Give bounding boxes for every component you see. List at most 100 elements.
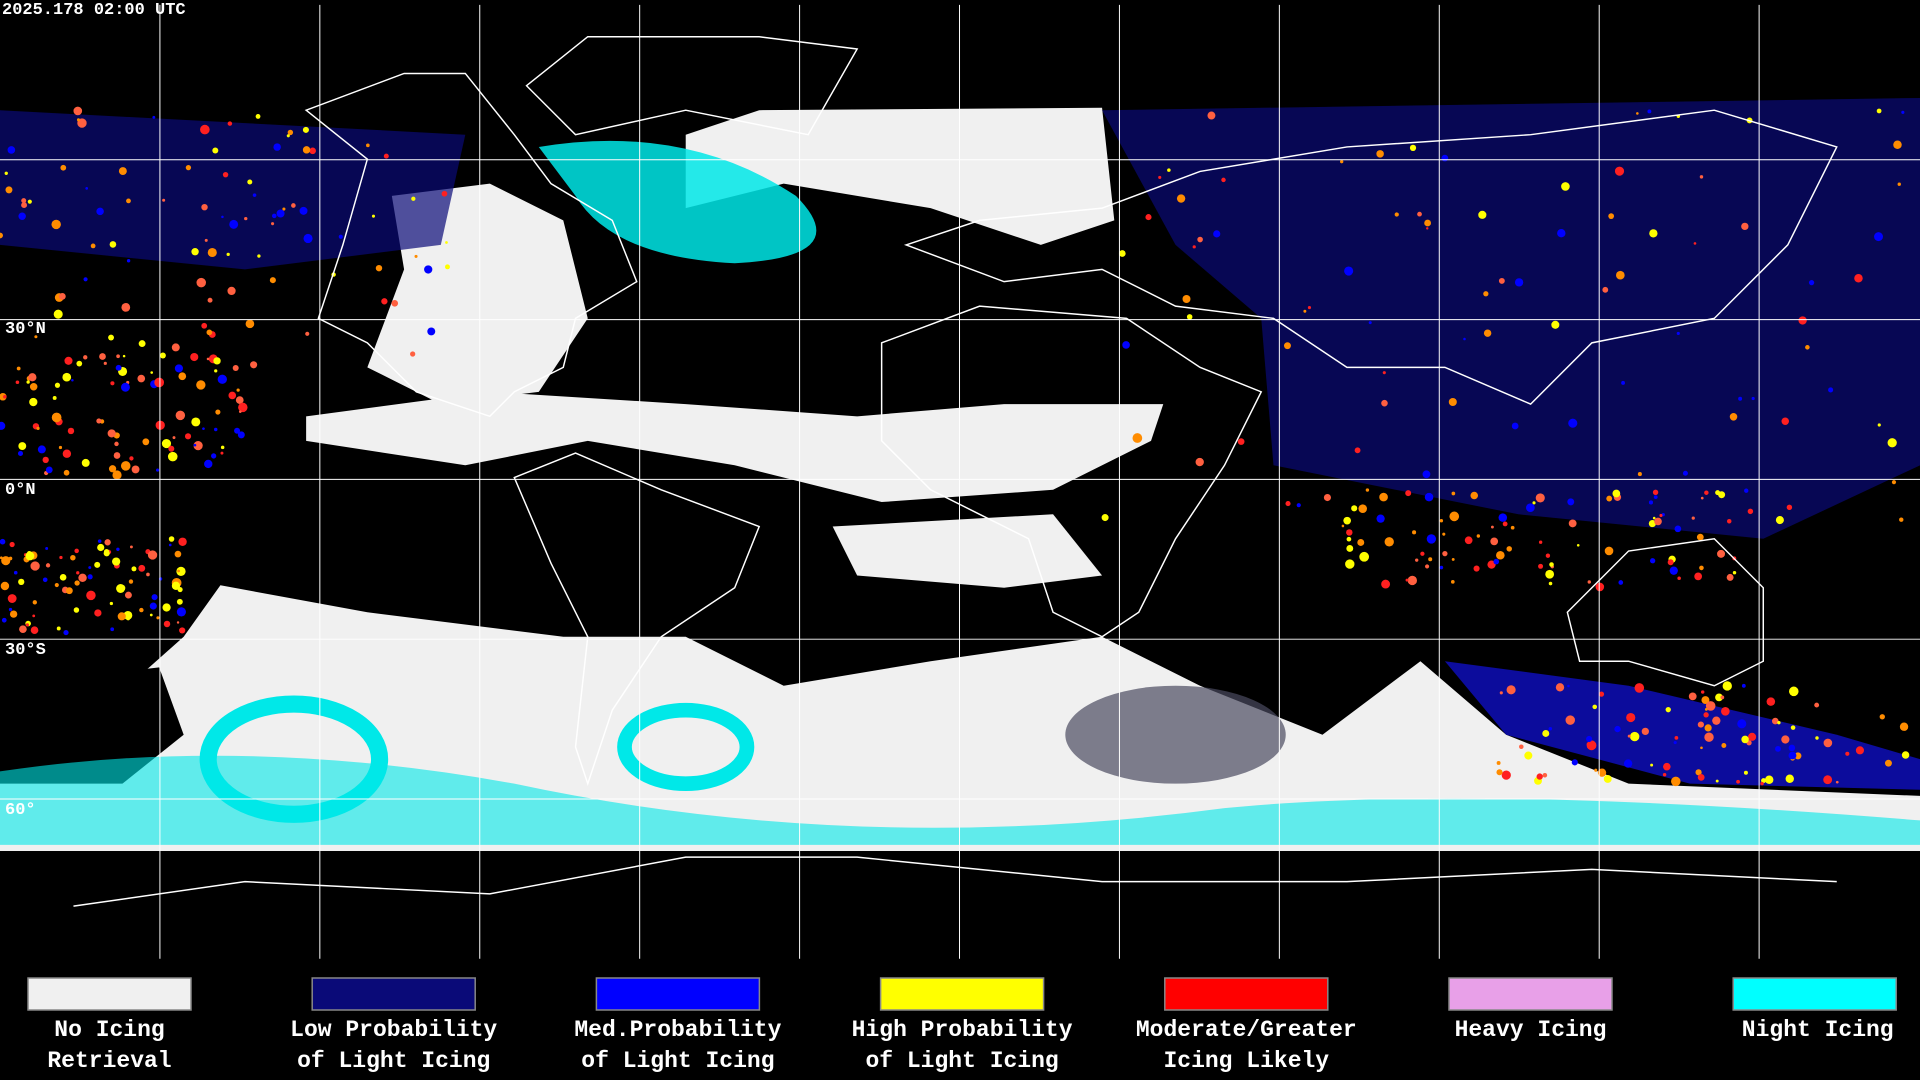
speck: [1545, 569, 1555, 579]
speck: [1499, 691, 1503, 695]
speck: [18, 442, 27, 450]
speck: [1464, 536, 1473, 545]
speck: [83, 355, 88, 360]
night-icing-north: [538, 140, 817, 264]
speck: [8, 607, 13, 612]
speck: [1738, 396, 1743, 401]
speck: [151, 594, 158, 601]
speck: [1736, 779, 1740, 784]
speck: [152, 115, 156, 119]
speck: [30, 626, 39, 635]
speck: [1743, 770, 1748, 775]
speck: [226, 252, 230, 257]
speck: [1616, 270, 1625, 280]
speck: [94, 609, 102, 617]
speck: [1483, 291, 1489, 297]
speck: [1697, 773, 1705, 781]
greenland-coast: [525, 36, 859, 136]
speck: [411, 196, 416, 201]
icing-region-australia: [1444, 661, 1920, 790]
speck: [1490, 525, 1494, 529]
speck: [1498, 513, 1508, 522]
legend-swatch: [879, 977, 1045, 1011]
speck: [1627, 734, 1631, 738]
speck: [1, 617, 7, 623]
speck: [1409, 144, 1417, 151]
latitude-label: 0°N: [5, 481, 36, 500]
speck: [1808, 280, 1815, 286]
speck: [149, 602, 157, 610]
speck: [206, 357, 210, 361]
speck: [139, 607, 144, 613]
speck: [1652, 489, 1659, 495]
speck: [383, 153, 389, 159]
speck: [162, 603, 171, 612]
speck: [16, 366, 21, 371]
speck: [1788, 744, 1796, 752]
speck: [1614, 725, 1621, 733]
speck: [1766, 697, 1776, 706]
speck: [1855, 746, 1865, 755]
speck: [78, 573, 87, 583]
speck: [291, 203, 296, 208]
speck: [1555, 683, 1565, 692]
speck: [201, 322, 208, 329]
speck: [235, 396, 244, 404]
speck: [427, 327, 436, 336]
speck: [138, 564, 146, 572]
clear-patch: [0, 667, 184, 784]
speck: [1662, 772, 1667, 777]
speck: [1704, 707, 1708, 711]
speck: [1567, 498, 1575, 506]
speck: [1568, 418, 1578, 428]
speck: [74, 548, 79, 554]
speck: [116, 354, 120, 359]
speck: [29, 382, 38, 391]
speck: [1682, 470, 1688, 476]
speck: [1636, 112, 1639, 115]
speck: [1854, 273, 1863, 283]
speck: [107, 429, 116, 438]
speck: [245, 319, 255, 329]
speck: [1715, 779, 1719, 783]
speck: [1586, 735, 1593, 743]
africa-cloud: [832, 514, 1103, 588]
speck: [190, 352, 199, 362]
speck: [126, 259, 131, 263]
speck: [1604, 546, 1614, 556]
speck: [0, 581, 10, 591]
icing-specks: [0, 106, 1910, 787]
speck: [131, 465, 140, 474]
speck: [1381, 579, 1391, 589]
speck: [211, 453, 217, 459]
speck: [1549, 562, 1554, 567]
speck: [1510, 525, 1515, 530]
legend-label: Heavy Icing: [1455, 1017, 1607, 1043]
speck: [97, 543, 105, 552]
speck: [1747, 508, 1754, 515]
speck: [1877, 423, 1881, 427]
speck: [1760, 781, 1764, 786]
speck: [204, 238, 208, 242]
speck: [118, 167, 127, 176]
speck: [1901, 751, 1910, 759]
speck: [1341, 524, 1345, 528]
speck: [227, 286, 236, 296]
speck: [202, 427, 205, 430]
speck: [1614, 166, 1625, 176]
speck: [1648, 500, 1654, 505]
speck: [9, 610, 18, 618]
speck: [1634, 683, 1645, 693]
speck: [1346, 529, 1353, 536]
speck: [1424, 492, 1434, 502]
speck: [1748, 732, 1757, 741]
speck: [1323, 493, 1331, 502]
speck: [1721, 706, 1730, 716]
speck: [1, 556, 11, 566]
speck: [201, 203, 208, 211]
speck: [1448, 397, 1457, 407]
speck: [0, 538, 6, 545]
speck: [122, 354, 126, 358]
latitude-label: 30°S: [5, 641, 46, 660]
speck: [445, 241, 448, 244]
